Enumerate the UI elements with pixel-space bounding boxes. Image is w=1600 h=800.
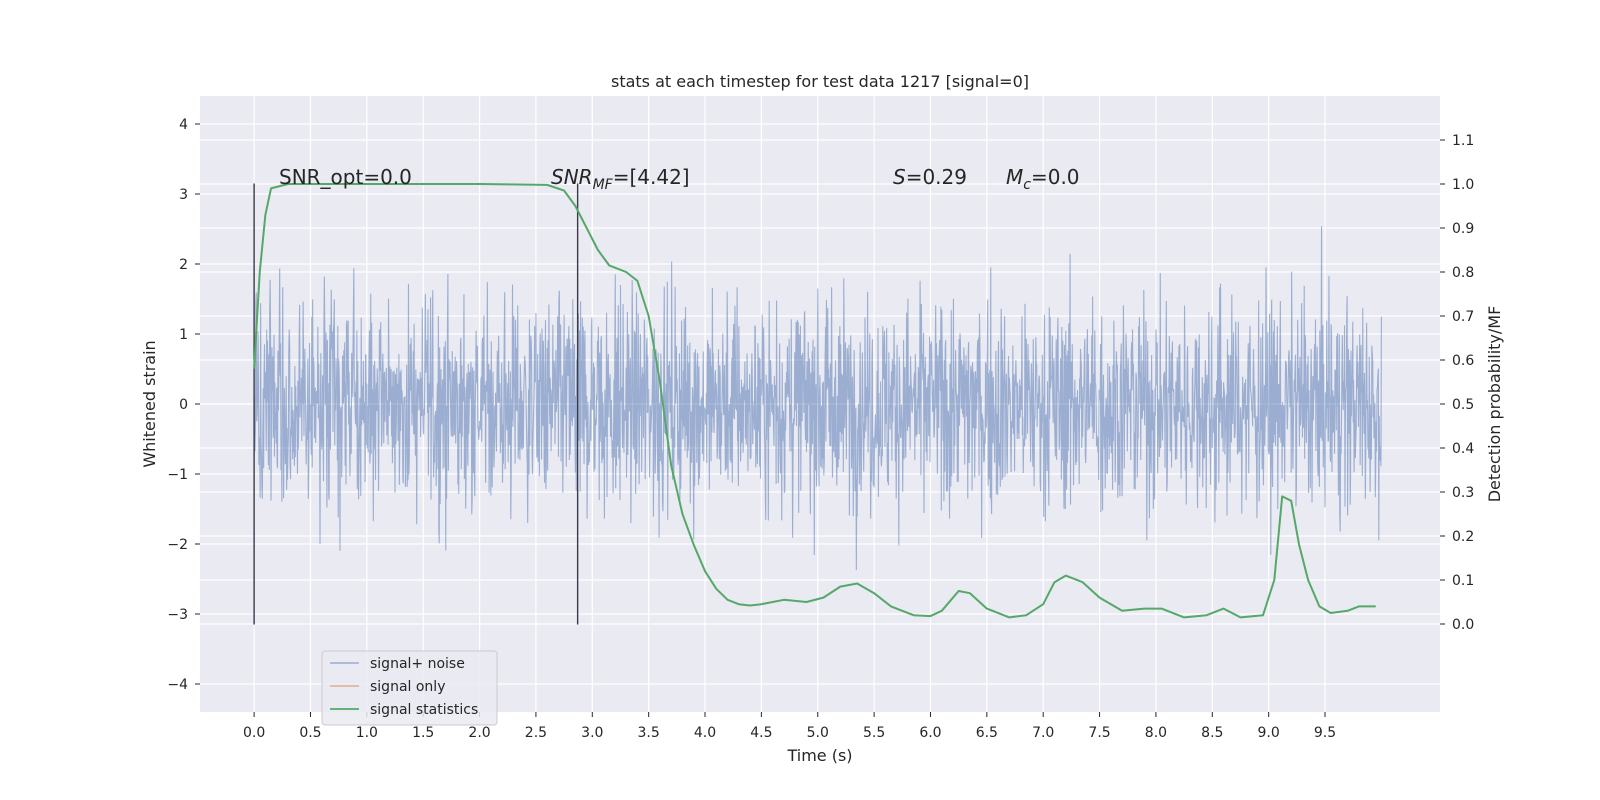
x-tick-label: 2.0 — [468, 725, 490, 741]
mc-value: =0.0 — [1031, 165, 1080, 189]
legend-label-stats: signal statistics — [370, 702, 478, 718]
mc-sub: c — [1023, 177, 1031, 193]
x-tick-label: 4.5 — [750, 725, 772, 741]
legend-box — [321, 650, 498, 726]
y-tick-label: 3 — [179, 187, 188, 203]
x-tick-label: 2.5 — [525, 725, 547, 741]
y2-tick-label: 0.2 — [1452, 529, 1474, 545]
x-tick-label: 7.0 — [1032, 725, 1054, 741]
x-tick-label: 0.5 — [299, 725, 321, 741]
signal-statistics-line — [253, 183, 1376, 619]
vertical-markers — [253, 183, 579, 625]
y-tick-label: −3 — [167, 607, 188, 623]
y2-tick-label: 0.4 — [1452, 441, 1474, 457]
x-tick-label: 5.0 — [807, 725, 829, 741]
y-tick-label: 4 — [179, 117, 188, 133]
legend: signal+ noise signal only signal statist… — [321, 650, 498, 726]
x-tick-label: 0.0 — [243, 725, 265, 741]
legend-label-noise: signal+ noise — [370, 656, 465, 672]
y2-tick-label: 0.6 — [1452, 353, 1474, 369]
y-tick-label: −2 — [167, 537, 188, 553]
y2-tick-label: 1.0 — [1452, 177, 1474, 193]
legend-label-signal: signal only — [370, 679, 445, 695]
y-axis-label: Whitened strain — [140, 340, 159, 467]
snr-mf-value: =[4.42] — [613, 165, 690, 189]
x-tick-label: 9.0 — [1258, 725, 1280, 741]
y2-tick-label: 0.1 — [1452, 573, 1474, 589]
x-tick-label: 1.5 — [412, 725, 434, 741]
y2-tick-label: 0.3 — [1452, 485, 1474, 501]
annotation-mc: Mc=0.0 — [1006, 165, 1080, 193]
x-tick-label: 6.0 — [919, 725, 941, 741]
annotation-s: S=0.29 — [893, 165, 967, 189]
x-axis-label: Time (s) — [786, 746, 852, 765]
x-tick-label: 3.5 — [638, 725, 660, 741]
y2-axis-ticks: 1.1 1.0 0.9 0.8 0.7 0.6 0.5 0.4 0.3 0.2 0.1 0.0 — [1440, 133, 1474, 633]
annotation-snr-opt: SNR_opt=0.0 — [279, 165, 412, 189]
x-axis-ticks: 0.0 0.5 1.0 1.5 2.0 2.5 3.0 3.5 4.0 4.5 5.0 5.5 6.0 6… — [243, 712, 1336, 741]
y2-tick-label: 0.0 — [1452, 617, 1474, 633]
y2-axis-label: Detection probability/MF — [1485, 306, 1504, 503]
snr-mf-label: SNR — [551, 165, 593, 189]
x-tick-label: 1.0 — [356, 725, 378, 741]
y-tick-label: 2 — [179, 257, 188, 273]
s-value: =0.29 — [906, 165, 967, 189]
snr-mf-sub: MF — [593, 177, 614, 193]
y-axis-ticks: 4 3 2 1 0 −1 −2 −3 −4 — [167, 117, 200, 693]
x-tick-label: 8.5 — [1201, 725, 1223, 741]
stats-series — [253, 183, 1376, 619]
y2-tick-label: 0.9 — [1452, 221, 1474, 237]
y2-tick-label: 0.8 — [1452, 265, 1474, 281]
y2-tick-label: 1.1 — [1452, 133, 1474, 149]
x-tick-label: 8.0 — [1145, 725, 1167, 741]
y2-tick-label: 0.7 — [1452, 309, 1474, 325]
noise-trace — [253, 226, 1382, 571]
x-tick-label: 7.5 — [1088, 725, 1110, 741]
noise-series — [253, 226, 1382, 571]
mc-label: M — [1006, 165, 1023, 189]
y2-tick-label: 0.5 — [1452, 397, 1474, 413]
x-tick-label: 9.5 — [1314, 725, 1336, 741]
y-tick-label: −4 — [167, 677, 188, 693]
x-tick-label: 4.0 — [694, 725, 716, 741]
annotation-snr-mf: SNRMF=[4.42] — [551, 165, 690, 193]
y-tick-label: −1 — [167, 467, 188, 483]
x-tick-label: 5.5 — [863, 725, 885, 741]
s-label: S — [893, 165, 906, 189]
x-tick-label: 3.0 — [581, 725, 603, 741]
x-tick-label: 6.5 — [976, 725, 998, 741]
chart-title: stats at each timestep for test data 121… — [611, 72, 1029, 91]
y-tick-label: 0 — [179, 397, 188, 413]
y-tick-label: 1 — [179, 327, 188, 343]
